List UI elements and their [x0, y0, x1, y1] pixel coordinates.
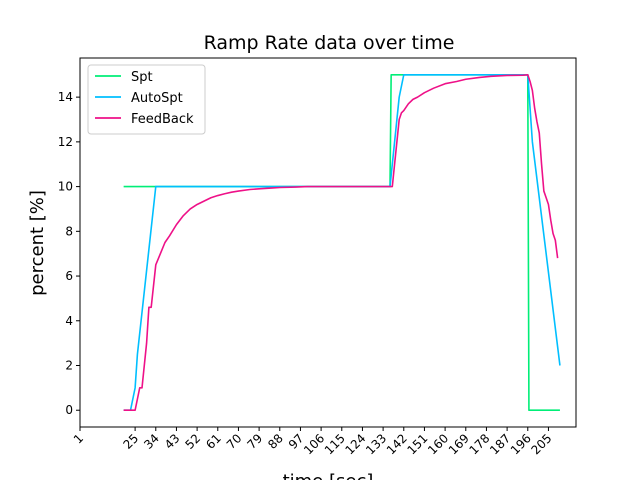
x-tick-label: 106: [301, 431, 327, 457]
x-axis-label: time [sec]: [283, 471, 374, 480]
legend-label-spt: Spt: [131, 70, 153, 85]
x-tick-label: 70: [224, 431, 245, 452]
y-tick-label: 8: [65, 224, 73, 238]
x-tick-label: 79: [245, 431, 266, 452]
y-tick-label: 4: [65, 314, 73, 328]
x-axis: 1 25 34 43 52 61 70 79 88 97106115124133142151160…: [71, 427, 555, 457]
x-tick-label: 124: [342, 431, 368, 457]
y-axis-label: percent [%]: [27, 190, 48, 296]
x-tick-label: 25: [121, 431, 142, 452]
x-tick-label: 1: [71, 431, 86, 446]
x-tick-label: 169: [446, 431, 472, 457]
legend-box: [87, 64, 206, 135]
x-tick-label: 160: [425, 431, 451, 457]
chart-title: Ramp Rate data over time: [204, 32, 455, 54]
x-tick-label: 187: [487, 431, 513, 457]
x-tick-label: 205: [528, 431, 554, 457]
x-tick-label: 133: [363, 431, 389, 457]
x-tick-label: 61: [203, 431, 224, 452]
x-tick-label: 43: [162, 431, 183, 452]
x-tick-label: 52: [183, 431, 204, 452]
x-tick-label: 88: [265, 431, 286, 452]
x-tick-label: 34: [141, 431, 162, 452]
series-layer: [123, 73, 561, 412]
y-tick-label: 14: [58, 90, 73, 104]
legend: Spt AutoSpt FeedBack: [87, 64, 206, 135]
series-line-feedback: [123, 73, 559, 412]
y-tick-label: 2: [65, 359, 73, 373]
y-tick-label: 10: [58, 180, 73, 194]
x-tick-label: 178: [466, 431, 492, 457]
x-tick-label: 142: [384, 431, 410, 457]
x-tick-label: 115: [322, 431, 348, 457]
y-tick-label: 12: [58, 135, 73, 149]
legend-label-autospt: AutoSpt: [131, 91, 183, 106]
plot-frame: [79, 57, 577, 428]
x-tick-label: 196: [508, 431, 534, 457]
x-tick-label: 151: [404, 431, 430, 457]
y-tick-label: 6: [65, 269, 73, 283]
y-axis: 0 2 4 6 8 10 12 14: [58, 90, 80, 417]
y-tick-label: 0: [65, 403, 73, 417]
legend-label-feedback: FeedBack: [131, 112, 194, 127]
